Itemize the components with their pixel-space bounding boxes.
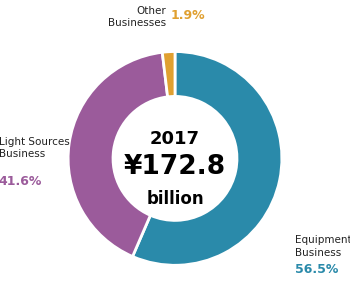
- Wedge shape: [133, 51, 282, 265]
- Text: 2017: 2017: [150, 130, 200, 148]
- Text: 1.9%: 1.9%: [171, 8, 205, 22]
- Wedge shape: [68, 52, 168, 256]
- Text: billion: billion: [146, 190, 204, 208]
- Text: Equipment
Business: Equipment Business: [295, 235, 350, 258]
- Text: 56.5%: 56.5%: [295, 263, 338, 276]
- Text: 41.6%: 41.6%: [0, 175, 42, 188]
- Text: Light Sources
Business: Light Sources Business: [0, 137, 69, 159]
- Text: Other
Businesses: Other Businesses: [108, 6, 167, 28]
- Text: BREAKDOWN OF SALES: BREAKDOWN OF SALES: [79, 5, 271, 20]
- Wedge shape: [162, 51, 175, 97]
- Text: ¥172.8: ¥172.8: [124, 154, 226, 180]
